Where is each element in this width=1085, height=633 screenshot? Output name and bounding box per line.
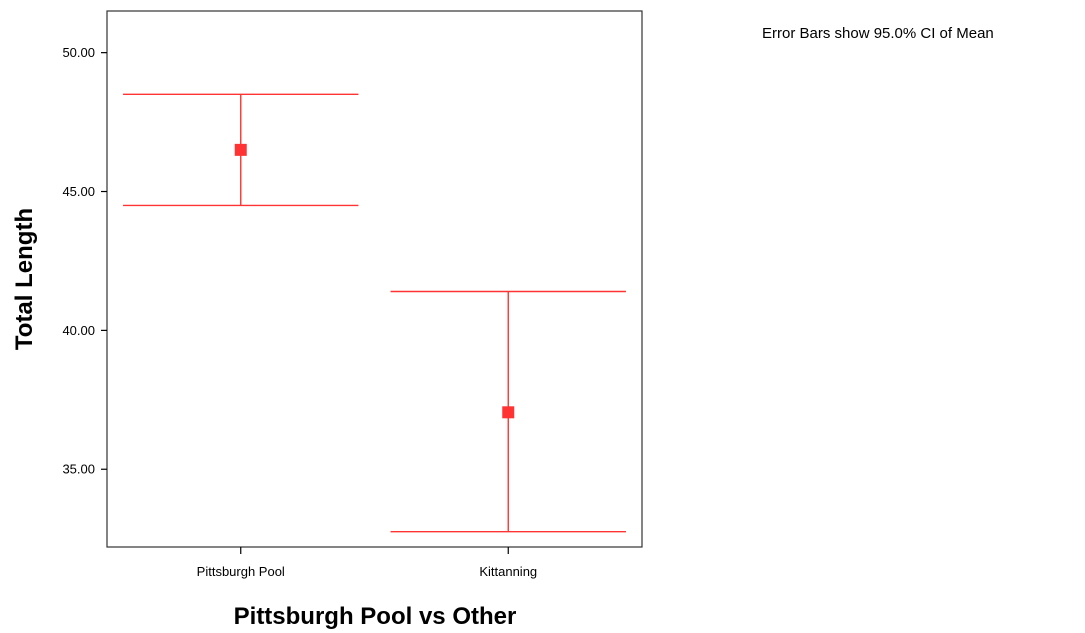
x-tick-label: Kittanning <box>479 564 537 579</box>
y-tick-label: 50.00 <box>62 45 95 60</box>
y-tick-label: 45.00 <box>62 184 95 199</box>
y-tick-label: 35.00 <box>62 462 95 477</box>
mean-marker <box>502 406 515 419</box>
y-tick-label: 40.00 <box>62 323 95 338</box>
plot-area-frame <box>106 10 643 548</box>
x-axis: Pittsburgh Pool Kittanning <box>197 547 537 579</box>
error-bars <box>123 93 626 533</box>
mean-marker <box>234 143 247 156</box>
y-axis: 35.00 40.00 45.00 50.00 <box>62 45 107 477</box>
x-axis-title: Pittsburgh Pool vs Other <box>234 603 517 630</box>
x-tick-label: Pittsburgh Pool <box>197 564 285 579</box>
y-axis-title: Total Length <box>11 208 38 350</box>
error-bar-annotation: Error Bars show 95.0% CI of Mean <box>762 25 994 42</box>
